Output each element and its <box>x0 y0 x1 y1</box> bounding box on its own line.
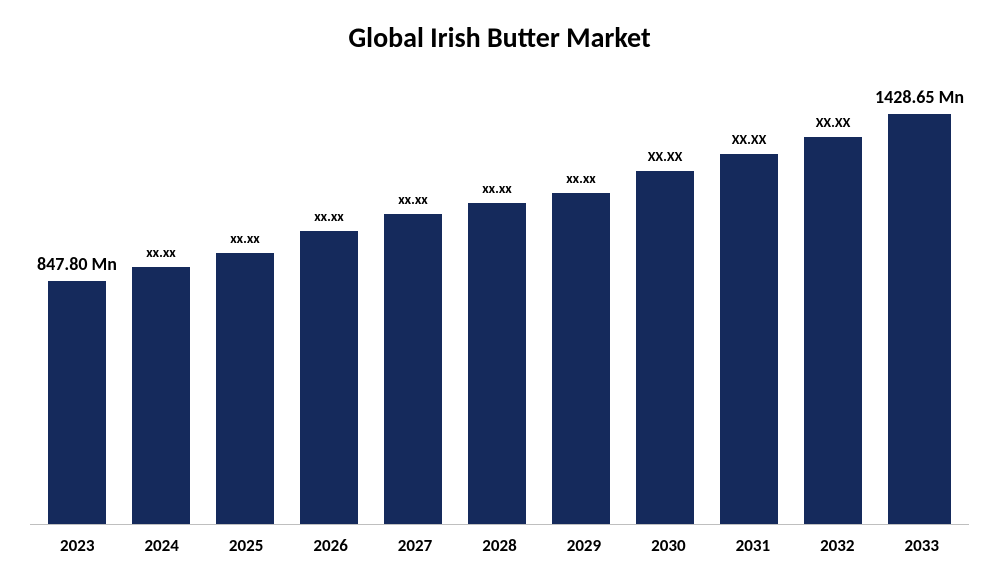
x-tick-label: 2025 <box>204 535 288 556</box>
bar-group: xx.xx <box>203 65 287 524</box>
bar-group: xx.xx <box>371 65 455 524</box>
bar-value-label: 847.80 Mn <box>37 253 117 275</box>
x-tick-label: 2031 <box>711 535 795 556</box>
bar-group: xx.xx <box>119 65 203 524</box>
bar <box>132 267 191 524</box>
bar <box>636 171 695 524</box>
bar-value-label: xx.xx <box>566 170 595 187</box>
x-tick-label: 2026 <box>288 535 372 556</box>
bar <box>48 281 107 524</box>
bar <box>216 253 275 524</box>
bar-group: XX.XX <box>791 65 875 524</box>
bar-value-label: XX.XX <box>648 148 683 165</box>
bar-value-label: xx.xx <box>482 180 511 197</box>
plot-area: 847.80 Mn xx.xx xx.xx xx.xx xx.xx xx.xx xx.xx X… <box>30 65 969 525</box>
x-tick-label: 2023 <box>35 535 119 556</box>
bar-group: XX.XX <box>623 65 707 524</box>
bar-value-label: XX.XX <box>732 131 767 148</box>
bar-value-label: xx.xx <box>314 208 343 225</box>
bar-value-label: XX.XX <box>816 114 851 131</box>
bar-value-label: xx.xx <box>146 244 175 261</box>
x-tick-label: 2029 <box>542 535 626 556</box>
x-tick-label: 2033 <box>880 535 964 556</box>
chart-container: Global Irish Butter Market 847.80 Mn xx.x… <box>0 0 999 576</box>
x-axis: 2023202420252026202720282029203020312032… <box>30 525 969 556</box>
bar-group: xx.xx <box>287 65 371 524</box>
bar <box>804 137 863 524</box>
x-tick-label: 2030 <box>626 535 710 556</box>
bar-value-label: xx.xx <box>230 230 259 247</box>
bar <box>468 203 527 524</box>
x-tick-label: 2027 <box>373 535 457 556</box>
bar <box>384 214 443 524</box>
bar-value-label: xx.xx <box>398 191 427 208</box>
bar-group: 1428.65 Mn <box>875 65 964 524</box>
bar-group: XX.XX <box>707 65 791 524</box>
x-tick-label: 2032 <box>795 535 879 556</box>
x-tick-label: 2024 <box>119 535 203 556</box>
bar <box>300 231 359 524</box>
bar <box>720 154 779 524</box>
bar-value-label: 1428.65 Mn <box>875 86 964 108</box>
bar <box>552 193 611 524</box>
x-tick-label: 2028 <box>457 535 541 556</box>
chart-title: Global Irish Butter Market <box>30 20 969 55</box>
bar-group: xx.xx <box>455 65 539 524</box>
bar <box>888 114 950 524</box>
bar-group: xx.xx <box>539 65 623 524</box>
bar-group: 847.80 Mn <box>35 65 119 524</box>
